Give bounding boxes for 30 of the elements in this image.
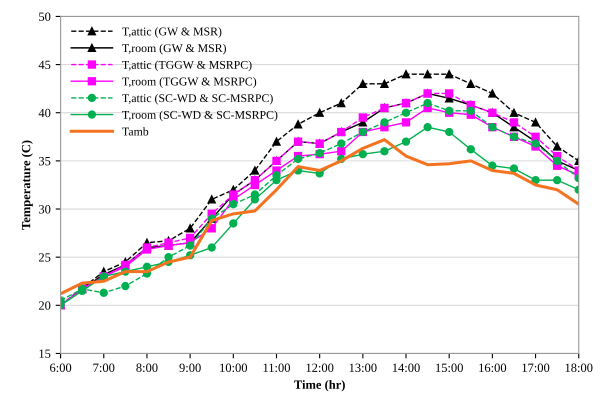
x-tick-label: 17:00: [522, 364, 550, 372]
legend-label: T,room (GW & MSR): [122, 44, 226, 55]
x-tick-label: 8:00: [136, 364, 158, 372]
x-tick-label: 7:00: [93, 364, 114, 372]
y-tick-label: 40: [38, 108, 50, 118]
legend-label: T,room (SC-WD & SC-MSRPC): [122, 110, 278, 122]
legend-label: T,attic (SC-WD & SC-MSRPC): [122, 94, 273, 105]
y-tick-label: 20: [38, 301, 50, 310]
legend-label: T,attic (TGGW & MSRPC): [122, 60, 252, 72]
y-tick-label: 25: [38, 253, 50, 262]
x-tick-label: 13:00: [350, 364, 377, 372]
x-tick-label: 16:00: [479, 364, 506, 372]
x-tick-label: 12:00: [306, 364, 334, 372]
x-tick-label: 14:00: [392, 364, 420, 372]
legend-label: T,attic (GW & MSR): [122, 27, 222, 38]
x-tick-label: 6:00: [50, 364, 72, 372]
y-axis-title: Temperature (C): [21, 140, 33, 230]
legend-label: Tamb: [122, 127, 148, 136]
x-tick-label: 15:00: [436, 364, 463, 372]
x-tick-label: 18:00: [566, 364, 592, 372]
x-tick-label: 11:00: [264, 364, 290, 372]
y-tick-label: 30: [38, 205, 50, 214]
y-tick-label: 50: [39, 12, 50, 21]
y-tick-label: 35: [38, 156, 50, 166]
x-tick-label: 9:00: [179, 364, 201, 372]
x-tick-label: 10:00: [220, 364, 248, 372]
x-axis-title: Time (hr): [294, 380, 345, 392]
legend-label: T,room (TGGW & MSRPC): [122, 77, 256, 88]
y-tick-label: 45: [38, 60, 50, 70]
y-tick-label: 15: [39, 350, 50, 358]
